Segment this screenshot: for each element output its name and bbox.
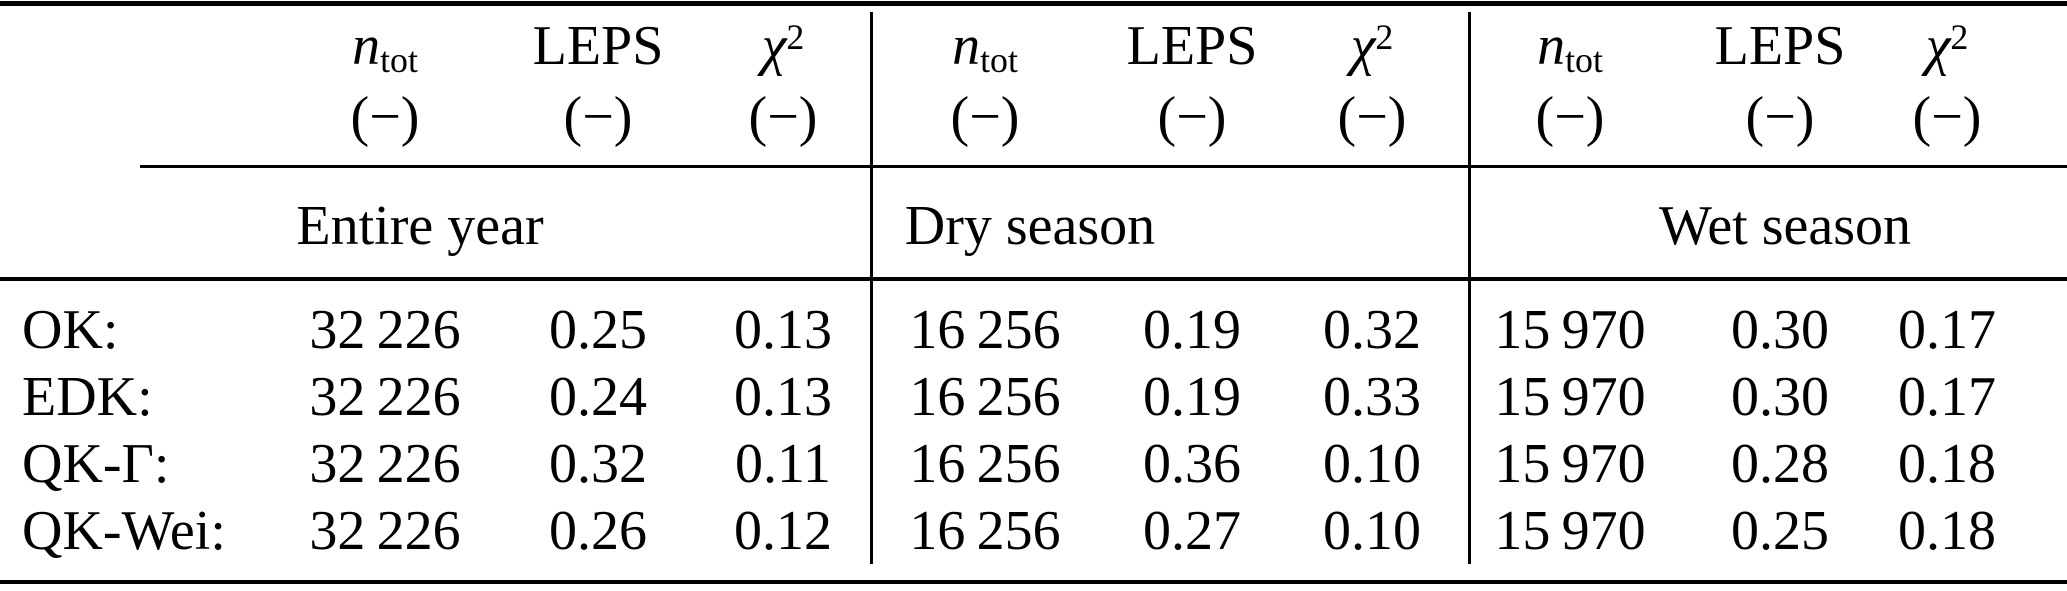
value-cell: 0.26 [549, 500, 647, 562]
season-label-entire-year: Entire year [296, 195, 544, 257]
value-cell: 0.17 [1898, 299, 1996, 361]
value-cell: 0.13 [734, 366, 832, 428]
value-cell: 16 256 [909, 299, 1061, 361]
value-cell: 0.30 [1731, 299, 1829, 361]
group-divider-2 [1468, 12, 1471, 564]
value-cell: 0.11 [735, 433, 831, 495]
value-cell: 0.28 [1731, 433, 1829, 495]
value-cell: 0.36 [1143, 433, 1241, 495]
rule-mid [0, 277, 2067, 281]
value-cell: 32 226 [309, 366, 461, 428]
value-cell: 16 256 [909, 500, 1061, 562]
value-cell: 16 256 [909, 433, 1061, 495]
value-cell: 0.30 [1731, 366, 1829, 428]
value-cell: 0.10 [1323, 433, 1421, 495]
value-cell: 15 970 [1494, 500, 1646, 562]
value-cell: 32 226 [309, 433, 461, 495]
row-label-qk-gamma: QK-Γ: [22, 433, 170, 495]
unit-leps-entire-year: (−) [563, 86, 633, 148]
value-cell: 0.33 [1323, 366, 1421, 428]
header-ntot-wet-season: ntot [1537, 15, 1603, 80]
rule-top [0, 1, 2067, 6]
header-leps-entire-year: LEPS [532, 15, 664, 77]
value-cell: 15 970 [1494, 299, 1646, 361]
value-cell: 32 226 [309, 299, 461, 361]
row-label-edk: EDK: [22, 366, 153, 428]
value-cell: 0.19 [1143, 299, 1241, 361]
value-cell: 0.25 [1731, 500, 1829, 562]
value-cell: 0.19 [1143, 366, 1241, 428]
header-chi2-entire-year: χ2 [761, 15, 805, 77]
unit-chi2-dry-season: (−) [1337, 86, 1407, 148]
unit-chi2-entire-year: (−) [748, 86, 818, 148]
rule-bottom [0, 580, 2067, 584]
value-cell: 0.25 [549, 299, 647, 361]
value-cell: 0.17 [1898, 366, 1996, 428]
value-cell: 0.27 [1143, 500, 1241, 562]
value-cell: 0.24 [549, 366, 647, 428]
season-label-wet-season: Wet season [1658, 195, 1912, 257]
rule-subheader [140, 165, 2067, 168]
value-cell: 0.12 [734, 500, 832, 562]
header-leps-wet-season: LEPS [1714, 15, 1846, 77]
unit-ntot-dry-season: (−) [950, 86, 1020, 148]
value-cell: 0.18 [1898, 433, 1996, 495]
value-cell: 0.10 [1323, 500, 1421, 562]
value-cell: 0.13 [734, 299, 832, 361]
row-label-ok: OK: [22, 299, 119, 361]
unit-leps-dry-season: (−) [1157, 86, 1227, 148]
value-cell: 0.32 [1323, 299, 1421, 361]
unit-ntot-wet-season: (−) [1535, 86, 1605, 148]
group-divider-1 [870, 12, 873, 564]
row-label-qk-wei: QK-Wei: [22, 500, 226, 562]
header-ntot-dry-season: ntot [952, 15, 1018, 80]
header-chi2-dry-season: χ2 [1350, 15, 1394, 77]
unit-chi2-wet-season: (−) [1912, 86, 1982, 148]
value-cell: 32 226 [309, 500, 461, 562]
season-label-dry-season: Dry season [904, 195, 1156, 257]
value-cell: 15 970 [1494, 366, 1646, 428]
header-chi2-wet-season: χ2 [1925, 15, 1969, 77]
value-cell: 16 256 [909, 366, 1061, 428]
value-cell: 15 970 [1494, 433, 1646, 495]
unit-ntot-entire-year: (−) [350, 86, 420, 148]
unit-leps-wet-season: (−) [1745, 86, 1815, 148]
value-cell: 0.18 [1898, 500, 1996, 562]
header-leps-dry-season: LEPS [1126, 15, 1258, 77]
header-ntot-entire-year: ntot [352, 15, 418, 80]
value-cell: 0.32 [549, 433, 647, 495]
